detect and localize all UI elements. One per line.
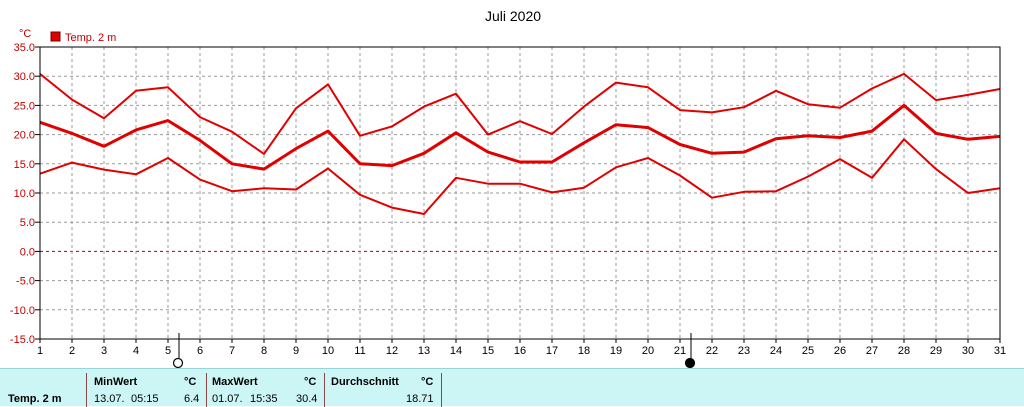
y-tick-label: -15.0 [10, 334, 35, 346]
moon-phases [172, 333, 696, 368]
x-tick-label: 31 [994, 345, 1006, 357]
max-value: 30.4 [296, 393, 318, 405]
series-line-min [39, 138, 1001, 215]
x-tick-label: 20 [642, 345, 654, 357]
chart-title: Juli 2020 [485, 8, 541, 24]
y-tick-label: 15.0 [14, 159, 35, 171]
x-tick-label: 18 [578, 345, 590, 357]
x-tick-label: 23 [738, 345, 750, 357]
x-tick-label: 6 [197, 345, 203, 357]
x-tick-label: 21 [674, 345, 686, 357]
x-tick-label: 16 [514, 345, 526, 357]
x-tick-label: 17 [546, 345, 558, 357]
filled-circle-icon [684, 357, 696, 368]
max-date: 01.07. [212, 393, 243, 405]
min-date: 13.07. [94, 393, 125, 405]
y-tick-label: 30.0 [14, 71, 35, 83]
empty-circle-icon [172, 357, 184, 368]
x-tick-label: 27 [866, 345, 878, 357]
x-tick-label: 19 [610, 345, 622, 357]
min-label: MinWert [94, 376, 138, 388]
axes [35, 46, 1001, 343]
y-tick-label: 0.0 [20, 246, 35, 258]
temperature-chart: 35.0 30.0 25.0 20.0 15.0 10.0 5.0 0.0 -5.0 -10.0 -… [10, 8, 1006, 368]
x-tick-label: 3 [101, 345, 107, 357]
stats-bar: Temp. 2 m MinWert °C 13.07. 05:15 6.4 Ma… [0, 368, 1024, 407]
x-tick-label: 12 [386, 345, 398, 357]
x-tick-label: 7 [229, 345, 235, 357]
x-tick-label: 1 [37, 345, 43, 357]
tick-labels: 35.0 30.0 25.0 20.0 15.0 10.0 5.0 0.0 -5.0 -10.0 -… [10, 42, 1006, 357]
y-tick-label: 5.0 [20, 217, 35, 229]
x-tick-label: 8 [261, 345, 267, 357]
x-tick-label: 4 [133, 345, 139, 357]
y-tick-label: 35.0 [14, 42, 35, 54]
x-tick-label: 28 [898, 345, 910, 357]
y-unit-label: °C [19, 28, 31, 40]
legend-label: Temp. 2 m [65, 32, 116, 44]
min-unit: °C [184, 376, 197, 388]
x-tick-label: 25 [802, 345, 814, 357]
avg-label: Durchschnitt [331, 376, 399, 388]
series-line-mean [39, 103, 1001, 171]
min-time: 05:15 [131, 393, 159, 405]
stats-series-label: Temp. 2 m [8, 393, 62, 405]
x-tick-label: 11 [354, 345, 365, 357]
divider [324, 373, 325, 407]
avg-value: 18.71 [406, 393, 434, 405]
y-tick-label: -5.0 [16, 276, 35, 288]
series-line-max [39, 72, 1001, 155]
grid [40, 47, 1000, 339]
x-tick-label: 26 [834, 345, 846, 357]
y-tick-label: 20.0 [14, 130, 35, 142]
y-tick-label: -10.0 [10, 305, 35, 317]
max-time: 15:35 [250, 393, 278, 405]
x-tick-label: 13 [418, 345, 430, 357]
x-tick-label: 30 [962, 345, 974, 357]
divider [441, 373, 442, 407]
x-tick-label: 14 [450, 345, 462, 357]
y-tick-label: 10.0 [14, 188, 35, 200]
max-unit: °C [304, 376, 317, 388]
x-tick-label: 9 [293, 345, 299, 357]
plot-frame [39, 46, 1001, 340]
x-tick-label: 29 [930, 345, 942, 357]
x-tick-label: 2 [69, 345, 75, 357]
max-label: MaxWert [212, 376, 258, 388]
x-tick-label: 5 [165, 345, 171, 357]
x-tick-label: 22 [706, 345, 718, 357]
min-value: 6.4 [184, 393, 200, 405]
y-tick-label: 25.0 [14, 100, 35, 112]
avg-unit: °C [421, 376, 434, 388]
legend-swatch [50, 31, 61, 42]
divider [206, 373, 207, 407]
x-tick-label: 10 [322, 345, 334, 357]
series-lines [39, 72, 1001, 215]
divider [86, 373, 87, 407]
x-tick-label: 15 [482, 345, 494, 357]
x-tick-label: 24 [770, 345, 782, 357]
